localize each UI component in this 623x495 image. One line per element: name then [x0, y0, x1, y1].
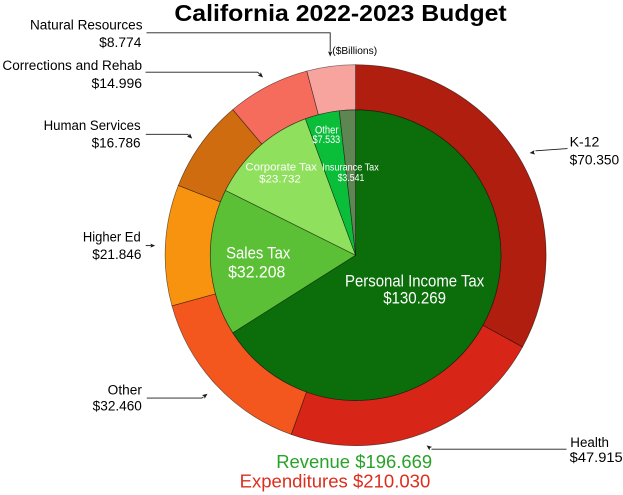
svg-text:$16.786: $16.786: [92, 135, 141, 150]
svg-text:Health: Health: [570, 435, 609, 450]
svg-text:$7.533: $7.533: [313, 134, 341, 146]
svg-text:Higher Ed: Higher Ed: [83, 230, 141, 245]
svg-text:$32.460: $32.460: [93, 398, 142, 413]
svg-text:Human Services: Human Services: [44, 118, 141, 133]
svg-text:Sales Tax: Sales Tax: [226, 244, 291, 263]
svg-text:Corrections and Rehab: Corrections and Rehab: [2, 58, 142, 73]
svg-text:$23.732: $23.732: [259, 174, 301, 186]
svg-text:California 2022-2023 Budget: California 2022-2023 Budget: [174, 0, 506, 26]
svg-text:Personal Income Tax: Personal Income Tax: [345, 272, 484, 290]
svg-text:Other: Other: [315, 124, 339, 136]
svg-text:($Billions): ($Billions): [332, 46, 377, 57]
svg-text:K-12: K-12: [570, 135, 600, 150]
svg-text:$130.269: $130.269: [383, 289, 446, 307]
svg-text:$8.774: $8.774: [99, 35, 142, 50]
svg-text:$47.915: $47.915: [570, 450, 623, 465]
svg-text:Insurance Tax: Insurance Tax: [322, 163, 379, 174]
svg-text:$3.541: $3.541: [338, 173, 365, 184]
svg-text:Other: Other: [108, 382, 143, 397]
svg-text:$70.350: $70.350: [570, 153, 620, 168]
svg-text:Expenditures $210.030: Expenditures $210.030: [240, 471, 431, 492]
svg-text:Corporate Tax: Corporate Tax: [245, 161, 317, 173]
svg-text:$32.208: $32.208: [228, 263, 285, 282]
svg-text:$14.996: $14.996: [92, 76, 143, 91]
svg-text:Revenue $196.669: Revenue $196.669: [276, 451, 432, 472]
svg-text:$21.846: $21.846: [92, 247, 141, 262]
svg-text:Natural Resources: Natural Resources: [30, 18, 143, 33]
